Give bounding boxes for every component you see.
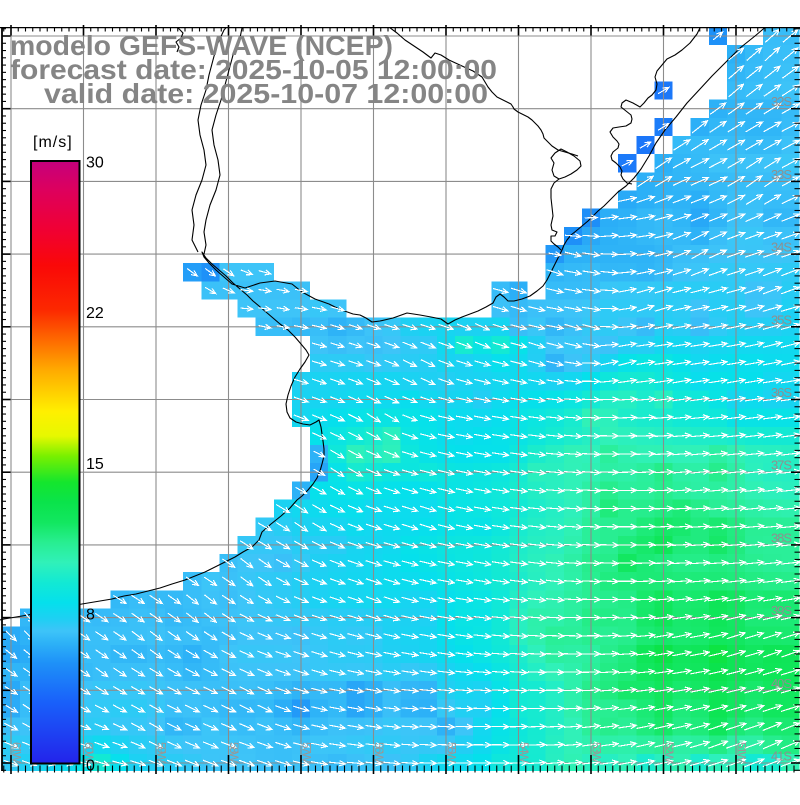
svg-text:30: 30 bbox=[86, 155, 104, 172]
svg-text:38S: 38S bbox=[771, 530, 792, 545]
svg-text:32S: 32S bbox=[771, 94, 792, 109]
svg-text:41S: 41S bbox=[771, 749, 792, 764]
svg-text:15: 15 bbox=[86, 456, 104, 473]
svg-text:[m/s]: [m/s] bbox=[33, 134, 73, 151]
svg-text:52W: 52W bbox=[662, 742, 676, 764]
svg-text:33S: 33S bbox=[771, 167, 792, 182]
svg-text:58W: 58W bbox=[227, 742, 241, 764]
svg-text:36S: 36S bbox=[771, 385, 792, 400]
svg-text:57W: 57W bbox=[300, 742, 314, 764]
svg-text:35S: 35S bbox=[771, 312, 792, 327]
svg-text:37S: 37S bbox=[771, 458, 792, 473]
svg-text:forecast date: 2025-10-05 12:0: forecast date: 2025-10-05 12:00:00 bbox=[10, 54, 497, 85]
svg-text:60W: 60W bbox=[82, 742, 96, 764]
svg-text:39S: 39S bbox=[771, 603, 792, 618]
svg-text:59W: 59W bbox=[155, 742, 169, 764]
svg-text:22: 22 bbox=[86, 305, 104, 322]
svg-text:valid date: 2025-10-07 12:00:0: valid date: 2025-10-07 12:00:00 bbox=[44, 78, 488, 109]
svg-text:54W: 54W bbox=[517, 742, 531, 764]
svg-text:40S: 40S bbox=[771, 676, 792, 691]
svg-text:8: 8 bbox=[86, 607, 95, 624]
svg-text:61W: 61W bbox=[10, 742, 24, 764]
svg-text:53W: 53W bbox=[590, 742, 604, 764]
svg-text:56W: 56W bbox=[372, 742, 386, 764]
svg-text:55W: 55W bbox=[445, 742, 459, 764]
svg-text:51W: 51W bbox=[735, 742, 749, 764]
svg-text:0: 0 bbox=[86, 757, 95, 774]
svg-text:34S: 34S bbox=[771, 240, 792, 255]
svg-text:modelo GEFS-WAVE (NCEP): modelo GEFS-WAVE (NCEP) bbox=[10, 30, 393, 61]
